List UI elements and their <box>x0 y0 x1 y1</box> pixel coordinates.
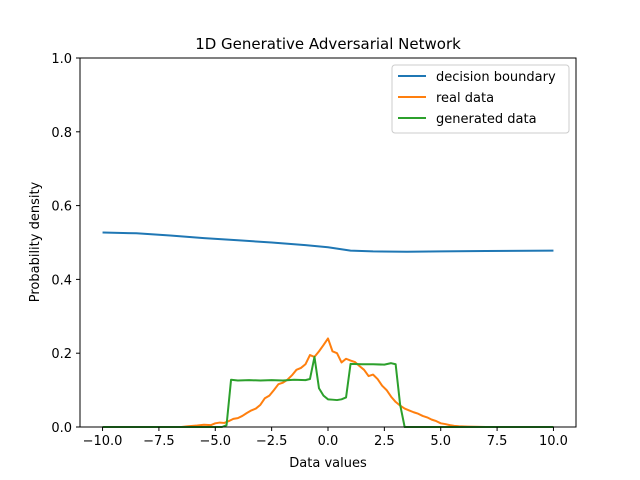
x-tick-label: 0.0 <box>318 434 339 449</box>
series-line-generated-data <box>102 355 554 428</box>
x-tick-label: −10.0 <box>83 434 123 449</box>
y-tick-label: 1.0 <box>51 52 72 67</box>
x-tick-label: 10.0 <box>539 434 568 449</box>
y-tick-label: 0.6 <box>51 200 72 215</box>
chart-title: 1D Generative Adversarial Network <box>195 35 461 53</box>
y-tick-label: 0.4 <box>51 273 72 288</box>
x-tick-label: −7.5 <box>143 434 175 449</box>
series-line-decision-boundary <box>102 231 554 253</box>
x-tick-label: 5.0 <box>430 434 451 449</box>
y-axis-label: Probability density <box>28 181 43 302</box>
x-tick-label: 2.5 <box>374 434 395 449</box>
y-tick-label: 0.2 <box>51 347 72 362</box>
x-axis-ticks: −10.0 −7.5 −5.0 −2.5 0.0 2.5 5.0 7.5 10.0 <box>83 427 568 449</box>
series-layer <box>102 231 554 428</box>
legend-label-generated-data: generated data <box>436 112 537 127</box>
y-axis-ticks: 0.0 0.2 0.4 0.6 0.8 1.0 <box>51 52 80 436</box>
series-line-real-data <box>102 337 554 428</box>
legend: decision boundary real data generated da… <box>391 64 570 134</box>
legend-label-decision-boundary: decision boundary <box>436 70 556 85</box>
y-tick-label: 0.0 <box>51 421 72 436</box>
plot-frame <box>79 57 577 428</box>
x-axis-label: Data values <box>289 456 367 471</box>
y-tick-label: 0.8 <box>51 126 72 141</box>
legend-box <box>391 64 570 134</box>
legend-label-real-data: real data <box>436 91 494 106</box>
x-tick-label: −5.0 <box>199 434 231 449</box>
x-tick-label: 7.5 <box>487 434 508 449</box>
x-tick-label: −2.5 <box>256 434 288 449</box>
